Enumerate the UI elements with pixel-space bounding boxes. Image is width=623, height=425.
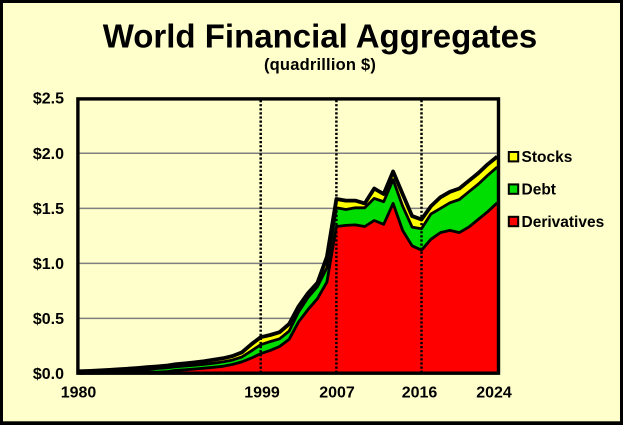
svg-text:$1.0: $1.0 xyxy=(33,256,64,273)
svg-text:$0.5: $0.5 xyxy=(33,311,64,328)
svg-text:$1.5: $1.5 xyxy=(33,201,64,218)
svg-text:2007: 2007 xyxy=(319,385,355,402)
svg-text:Debt: Debt xyxy=(522,181,556,198)
svg-text:(quadrillion $): (quadrillion $) xyxy=(264,56,376,74)
svg-text:$2.5: $2.5 xyxy=(33,91,64,108)
svg-text:World Financial Aggregates: World Financial Aggregates xyxy=(103,17,538,54)
svg-text:2024: 2024 xyxy=(476,385,512,402)
svg-text:1999: 1999 xyxy=(244,385,280,402)
svg-text:$0.0: $0.0 xyxy=(33,366,64,383)
svg-text:2016: 2016 xyxy=(402,385,438,402)
svg-text:$2.0: $2.0 xyxy=(33,146,64,163)
svg-text:Stocks: Stocks xyxy=(522,149,573,166)
svg-text:1980: 1980 xyxy=(61,385,97,402)
svg-text:Derivatives: Derivatives xyxy=(522,214,605,231)
